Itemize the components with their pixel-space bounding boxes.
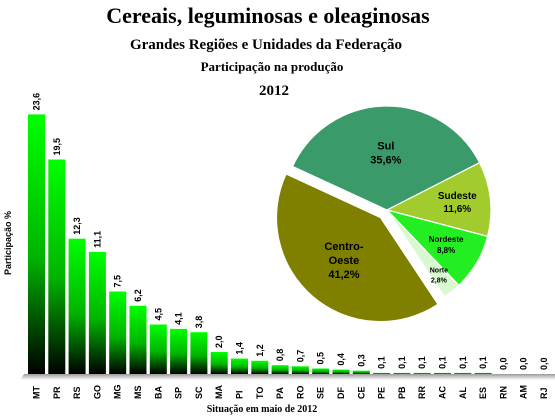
value-label-to: 1,2 <box>255 344 265 357</box>
bar-ma <box>210 352 228 374</box>
tick-label-go: GO <box>92 385 102 399</box>
tick-label-sp: SP <box>174 387 184 399</box>
chart-year: 2012 <box>259 83 289 99</box>
value-label-pe: 0,1 <box>377 356 387 369</box>
value-label-pb: 0,1 <box>397 356 407 369</box>
x-axis-title: Situação em maio de 2012 <box>207 404 318 415</box>
value-label-ce: 0,3 <box>356 354 366 367</box>
pie-label-norte: Norte <box>430 267 448 274</box>
value-label-es: 0,1 <box>478 356 488 369</box>
bar-ba <box>149 324 167 374</box>
value-label-go: 11,1 <box>92 231 102 248</box>
value-label-mt: 23,6 <box>32 93 42 111</box>
value-label-rj: 0,0 <box>539 357 549 370</box>
bar-al <box>454 372 472 374</box>
tick-label-rs: RS <box>72 386 82 399</box>
tick-label-mg: MG <box>113 385 123 400</box>
tick-label-rn: RN <box>498 386 508 399</box>
pie-value-centro-oeste: 41,2% <box>328 269 359 281</box>
pie-label-nordeste: Nordeste <box>429 235 464 244</box>
value-label-am: 0,0 <box>519 357 529 370</box>
bar-pi <box>231 358 248 374</box>
pie-label-centro-oeste: Centro-Oeste <box>324 241 363 267</box>
tick-label-rj: RJ <box>539 387 549 399</box>
value-label-df: 0,4 <box>336 353 346 366</box>
bar-pa <box>271 365 289 374</box>
tick-label-mt: MT <box>32 386 42 399</box>
value-label-ro: 0,7 <box>295 350 305 363</box>
bar-series: 23,6 MT 19,5 PR 12,3 RS 11,1 GO 7,5 MG 6,2 MS 4,5 BA 4… <box>28 93 549 400</box>
tick-label-se: SE <box>316 387 326 399</box>
tick-label-ba: BA <box>153 386 163 399</box>
tick-label-df: DF <box>336 387 346 399</box>
pie-slice-sudeste <box>385 161 492 238</box>
tick-label-pr: PR <box>52 386 62 399</box>
bar-pr <box>48 159 66 374</box>
bar-to <box>251 360 269 374</box>
bar-se <box>312 368 330 374</box>
tick-label-pe: PE <box>377 387 387 399</box>
tick-label-pi: PI <box>235 390 245 399</box>
y-axis-title: Participação % <box>3 211 13 275</box>
bar-ce <box>352 370 370 374</box>
value-label-pa: 0,8 <box>275 349 285 362</box>
bar-rs <box>68 238 86 374</box>
value-label-ms: 6,2 <box>133 289 143 302</box>
pie-value-sul: 35,6% <box>370 154 401 166</box>
value-label-ba: 4,5 <box>153 308 163 321</box>
tick-label-al: AL <box>458 387 468 399</box>
chart-floor <box>20 374 555 380</box>
value-label-sp: 4,1 <box>174 312 184 325</box>
value-label-sc: 3,8 <box>194 316 204 329</box>
bar-ac <box>434 372 451 374</box>
bar-ms <box>129 305 147 374</box>
bar-sc <box>190 332 208 374</box>
tick-label-rr: RR <box>417 386 427 399</box>
pie-value-sudeste: 11,6% <box>443 204 471 215</box>
pie-chart: Sul 35,6% Sudeste 11,6% Nordeste 8,8% Norte 2,8… <box>275 105 492 323</box>
value-label-se: 0,5 <box>316 352 326 365</box>
tick-label-am: AM <box>519 385 529 399</box>
bar-ro <box>291 366 309 374</box>
pie-label-sul: Sul <box>377 140 394 152</box>
tick-label-sc: SC <box>194 386 204 399</box>
value-label-rr: 0,1 <box>417 356 427 369</box>
value-label-ac: 0,1 <box>438 356 448 369</box>
bar-df <box>332 369 350 374</box>
chart-title: Cereais, leguminosas e oleaginosas <box>106 3 430 28</box>
value-label-rs: 12,3 <box>72 217 82 235</box>
pie-slice-centro-oeste <box>275 173 439 323</box>
pie-label-sudeste: Sudeste <box>438 191 477 202</box>
value-label-pi: 1,4 <box>235 342 245 355</box>
value-label-rn: 0,0 <box>498 357 508 370</box>
pie-slice-sul <box>291 105 481 211</box>
bar-sp <box>170 328 188 374</box>
tick-label-ce: CE <box>356 386 366 399</box>
bar-es <box>474 372 492 374</box>
tick-label-ma: MA <box>214 385 224 399</box>
tick-label-es: ES <box>478 387 488 399</box>
bar-mg <box>109 291 127 374</box>
value-label-ma: 2,0 <box>214 335 224 348</box>
tick-label-to: TO <box>255 387 265 399</box>
chart-subtitle: Grandes Regiões e Unidades da Federação <box>130 37 402 53</box>
value-label-mg: 7,5 <box>113 275 123 288</box>
tick-label-pb: PB <box>397 386 407 399</box>
value-label-pr: 19,5 <box>52 138 62 156</box>
value-label-al: 0,1 <box>458 356 468 369</box>
tick-label-pa: PA <box>275 387 285 399</box>
bar-mt <box>28 114 45 375</box>
tick-label-ro: RO <box>295 386 305 400</box>
bar-pb <box>393 372 411 374</box>
tick-label-ms: MS <box>133 386 143 400</box>
bar-rr <box>413 372 431 374</box>
tick-label-ac: AC <box>438 386 448 399</box>
pie-slice-norte <box>386 209 460 298</box>
chart-subtitle-2: Participação na produção <box>201 59 344 74</box>
bar-pe <box>373 372 391 374</box>
pie-value-nordeste: 8,8% <box>437 246 455 255</box>
bar-go <box>88 251 106 374</box>
pie-value-norte: 2,8% <box>431 277 448 284</box>
